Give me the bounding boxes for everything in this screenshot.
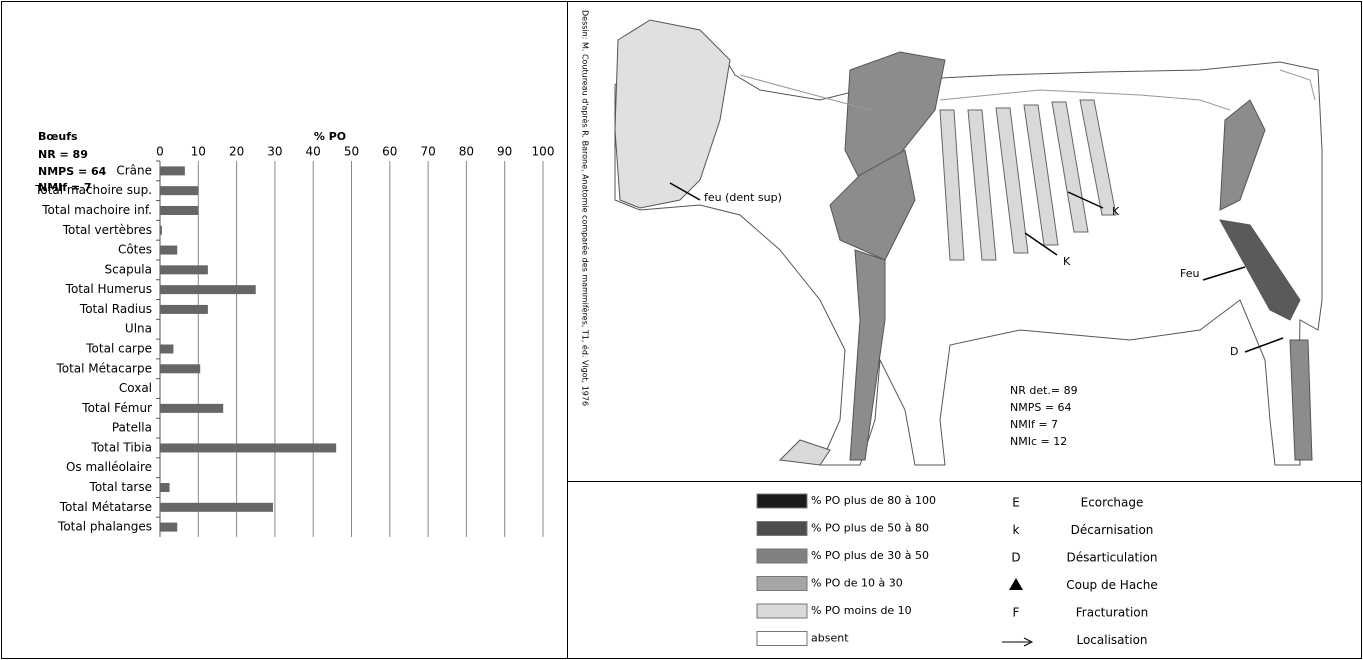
stat: NMIc = 12	[1010, 435, 1067, 448]
y-tick-label: Total Humerus	[65, 282, 152, 296]
y-tick-label: Coxal	[119, 381, 152, 395]
bar	[160, 443, 337, 453]
y-tick-label: Total Métatarse	[59, 500, 152, 514]
legend-swatch	[756, 576, 808, 591]
y-tick-label: Total phalanges	[57, 520, 152, 534]
y-tick-label: Total Tibia	[91, 440, 152, 454]
stat: NR det.= 89	[1010, 384, 1078, 397]
bar	[160, 186, 199, 196]
y-tick-label: Ulna	[125, 322, 152, 336]
y-tick-label: Total Métacarpe	[55, 361, 152, 375]
x-tick-label: 60	[382, 145, 397, 159]
chart-frame	[1, 1, 568, 659]
legend-label: % PO moins de 10	[811, 604, 912, 617]
annotation: feu (dent sup)	[704, 191, 782, 204]
x-tick-label: 70	[420, 145, 435, 159]
legend-label: Désarticulation	[1066, 551, 1157, 565]
x-tick-label: 10	[191, 145, 206, 159]
annotation: Feu	[1180, 267, 1199, 280]
annotation: D	[1230, 345, 1238, 358]
legend-swatch	[756, 603, 808, 619]
legend-label: % PO plus de 30 à 50	[811, 549, 929, 562]
bar	[160, 403, 224, 413]
legend-label: Ecorchage	[1081, 496, 1144, 510]
y-tick-label: Total machoire sup.	[34, 183, 152, 197]
legend-label: Fracturation	[1076, 606, 1149, 620]
legend-label: Décarnisation	[1071, 523, 1154, 537]
bar	[160, 522, 178, 532]
x-tick-label: 0	[156, 145, 164, 159]
legend-swatch	[756, 521, 808, 536]
y-tick-label: Total Radius	[79, 302, 152, 316]
bar	[160, 205, 199, 215]
legend-symbol: D	[1011, 551, 1020, 565]
arrow-symbol	[1002, 637, 1034, 647]
bar	[160, 245, 178, 255]
annotation: NMPS = 64	[38, 165, 107, 178]
legend-symbol: k	[1013, 523, 1020, 537]
bar	[160, 502, 273, 512]
y-tick-label: Total Fémur	[81, 401, 152, 415]
x-tick-label: 100	[532, 145, 555, 159]
legend-swatch	[756, 493, 808, 509]
x-tick-label: 80	[459, 145, 474, 159]
bar	[160, 344, 174, 354]
axe-symbol	[1009, 578, 1023, 590]
x-tick-label: 30	[267, 145, 282, 159]
bar	[160, 166, 185, 176]
y-tick-label: Os malléolaire	[66, 460, 152, 474]
legend-label: % PO plus de 80 à 100	[811, 494, 936, 507]
bar	[160, 225, 162, 235]
x-tick-label: 50	[344, 145, 359, 159]
legend-swatch	[756, 548, 808, 564]
y-tick-label: Total vertèbres	[62, 223, 152, 237]
y-tick-label: Total tarse	[89, 480, 152, 494]
bar	[160, 304, 208, 314]
annotation: K	[1063, 255, 1071, 268]
credit: Dessin: M. Coutureau d'après R. Barone, …	[581, 10, 591, 406]
stat: NMIf = 7	[1010, 418, 1058, 431]
x-tick-label: 90	[497, 145, 512, 159]
x-tick-label: 40	[306, 145, 321, 159]
bar	[160, 265, 208, 275]
annotation: K	[1112, 205, 1120, 218]
stat: NMPS = 64	[1010, 401, 1072, 414]
legend-swatch	[756, 631, 808, 646]
y-tick-label: Crâne	[116, 163, 152, 177]
legend-symbol: E	[1012, 496, 1020, 510]
legend-label: % PO plus de 50 à 80	[811, 522, 929, 535]
y-tick-label: Patella	[112, 421, 152, 435]
annotation: Bœufs	[38, 130, 78, 143]
legend-label: Localisation	[1076, 633, 1147, 647]
annotation: NMIf = 7	[38, 181, 92, 194]
y-tick-label: Total machoire inf.	[41, 203, 152, 217]
y-tick-label: Côtes	[118, 243, 152, 257]
legend-frame	[567, 481, 1362, 659]
legend-label: absent	[811, 632, 849, 645]
bar	[160, 483, 170, 493]
legend-symbol: F	[1013, 606, 1020, 620]
legend-label: Coup de Hache	[1066, 578, 1158, 592]
bar	[160, 285, 256, 295]
x-tick-label: 20	[229, 145, 244, 159]
legend-label: % PO de 10 à 30	[811, 577, 903, 590]
y-tick-label: Total carpe	[85, 342, 152, 356]
chart-title: % PO	[314, 130, 346, 143]
cow-drawing	[614, 19, 1323, 466]
annotation: NR = 89	[38, 148, 88, 161]
bar	[160, 364, 201, 374]
y-tick-label: Scapula	[105, 262, 152, 276]
